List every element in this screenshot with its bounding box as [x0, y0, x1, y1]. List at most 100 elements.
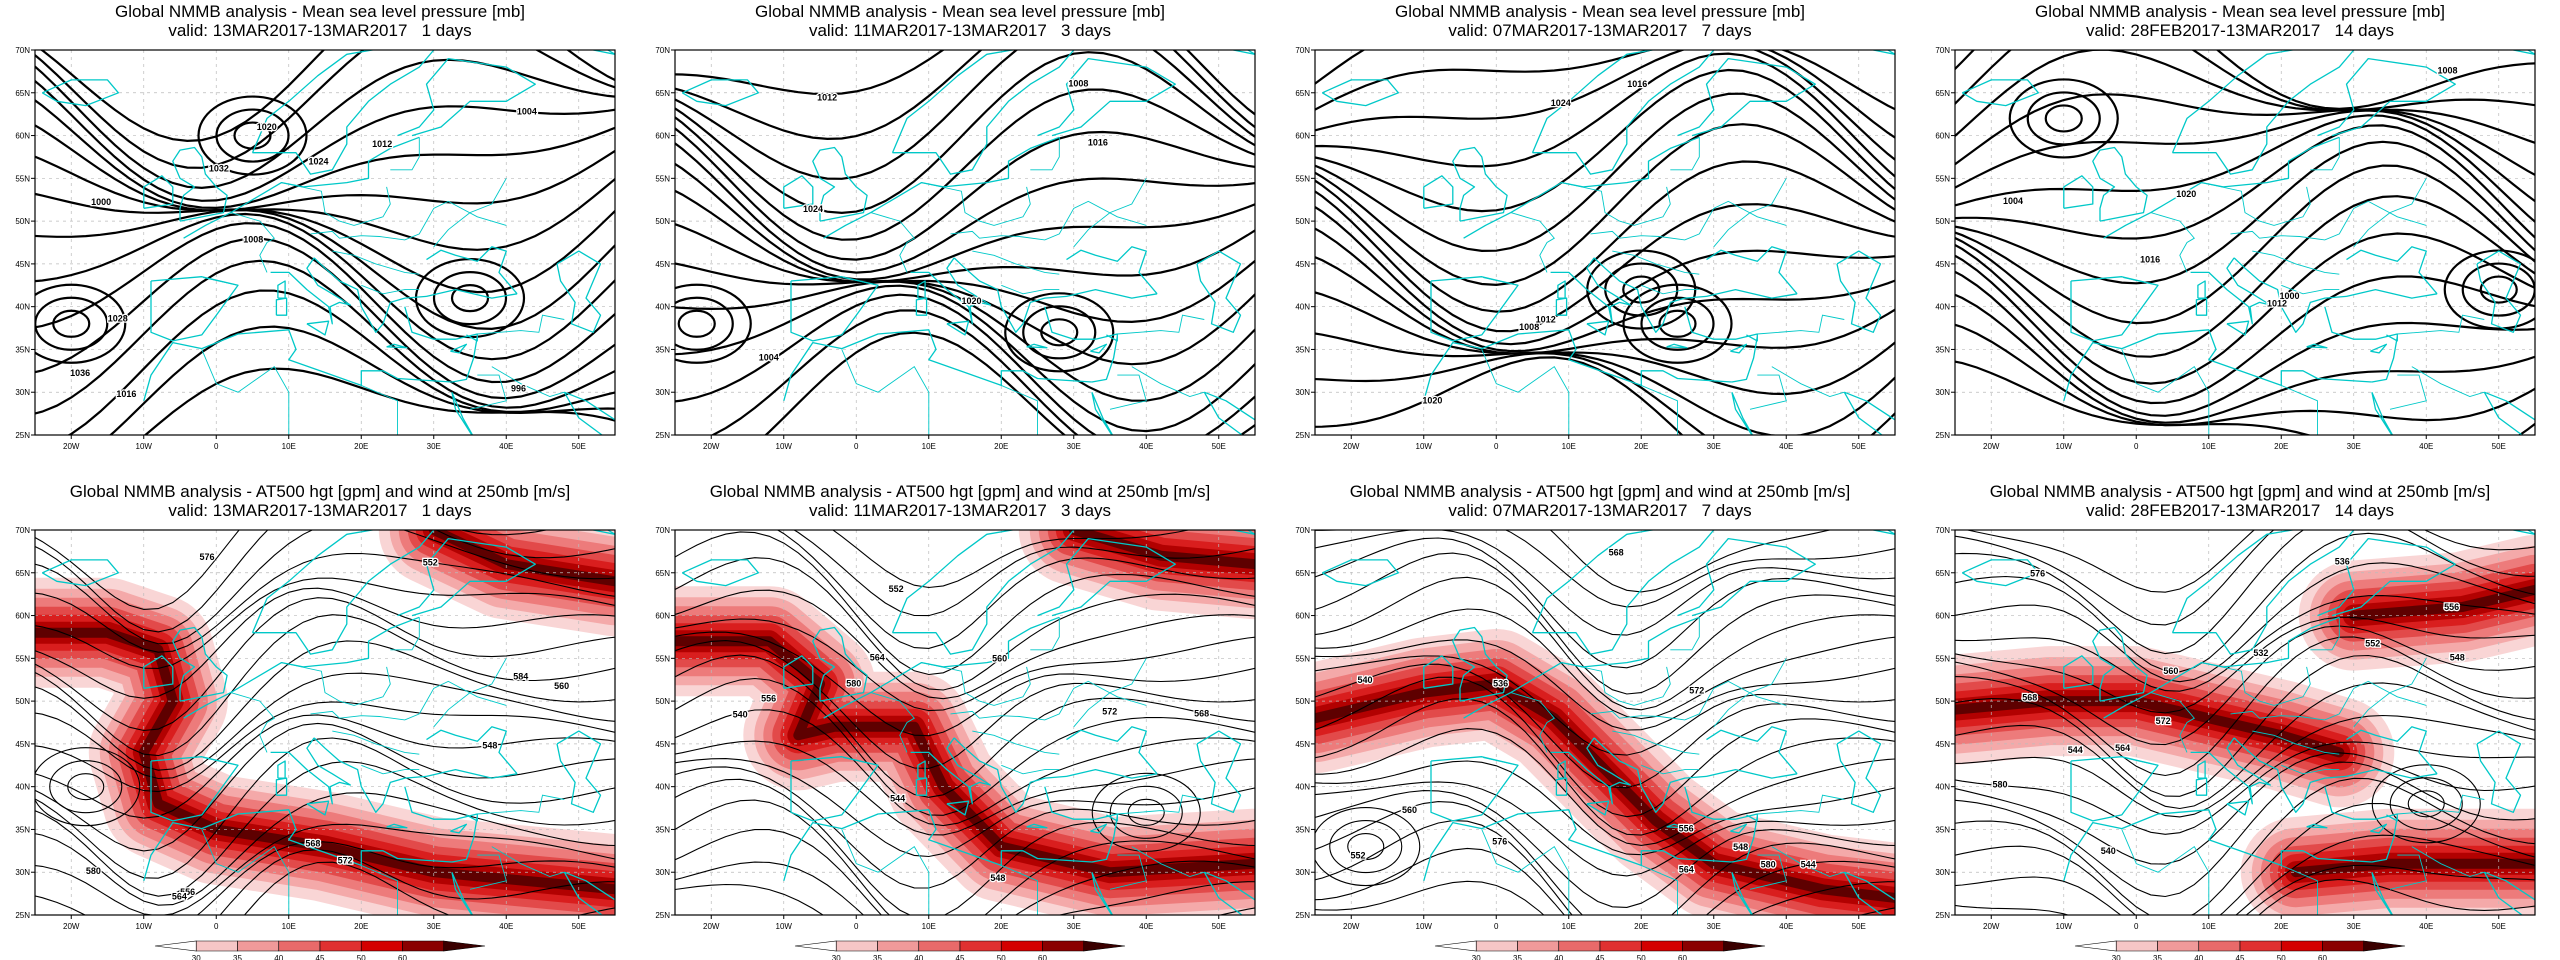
lon-tick-label: 50E	[2492, 922, 2506, 931]
lat-tick-label: 25N	[655, 431, 670, 440]
contour-label: 556	[2444, 602, 2459, 612]
lon-tick-label: 30E	[1707, 922, 1721, 931]
lon-tick-label: 10W	[136, 922, 153, 931]
lat-tick-label: 25N	[1295, 911, 1310, 920]
lat-tick-label: 60N	[1935, 132, 1950, 141]
contour-lines	[1315, 50, 1895, 435]
contour-labels: 996 1000 1004 1008 1012 1016 1020 1024 1028 1032 1…	[69, 105, 538, 400]
contour-labels: 540 544 548 552 556 560 564 568 572 580	[731, 583, 1210, 885]
contour-label: 1000	[91, 197, 111, 207]
map-canvas: 548 552 556 560 564 568 572 576 580 584 70N 65N 60N 5…	[15, 526, 616, 960]
contour-label: 568	[1194, 708, 1209, 718]
lat-tick-label: 60N	[1935, 612, 1950, 621]
colorbar-tick-label: 50	[997, 954, 1006, 960]
lat-tick-label: 35N	[655, 345, 670, 354]
axis-ticks: 70N 65N 60N 55N 50N 45N 40N 35N 30N 25N 20W 10W 0 10E…	[1935, 526, 2506, 931]
map-panel-8: Global NMMB analysis - AT500 hgt [gpm] a…	[1920, 480, 2560, 960]
colorbar-tick-label: 60	[2318, 954, 2327, 960]
lat-tick-label: 50N	[15, 697, 30, 706]
colorbar-tick-label: 60	[1038, 954, 1047, 960]
lat-tick-label: 65N	[1295, 569, 1310, 578]
lon-tick-label: 10W	[1416, 922, 1433, 931]
colorbar-tick-label: 35	[1513, 954, 1522, 960]
lat-tick-label: 65N	[15, 89, 30, 98]
colorbar-tick-label: 35	[873, 954, 882, 960]
lon-tick-label: 0	[854, 442, 859, 451]
lon-tick-label: 10W	[1416, 442, 1433, 451]
colorbar: 30 35 40 45 50 60	[154, 940, 486, 960]
lat-tick-label: 60N	[15, 612, 30, 621]
lon-tick-label: 50E	[1852, 442, 1866, 451]
contour-label: 556	[1679, 823, 1694, 833]
contour-label: 572	[1102, 707, 1117, 717]
colorbar-tick-label: 45	[2236, 954, 2245, 960]
lon-tick-label: 20E	[2274, 442, 2288, 451]
coastlines	[681, 530, 1255, 915]
coastlines	[1961, 50, 2535, 435]
lat-tick-label: 55N	[15, 174, 30, 183]
colorbar-tick-label: 40	[914, 954, 923, 960]
lat-tick-label: 65N	[15, 569, 30, 578]
coastlines	[681, 50, 1255, 435]
colorbar-tick-label: 30	[832, 954, 841, 960]
contour-label: 568	[2022, 692, 2037, 702]
panel-title: Global NMMB analysis - AT500 hgt [gpm] a…	[709, 482, 1211, 501]
lon-tick-label: 10E	[1562, 922, 1576, 931]
contour-label: 1020	[257, 122, 277, 132]
lat-tick-label: 55N	[1935, 654, 1950, 663]
lon-tick-label: 30E	[1067, 442, 1081, 451]
map-panel-2: Global NMMB analysis - Mean sea level pr…	[640, 0, 1280, 480]
lon-tick-label: 0	[1494, 442, 1499, 451]
contour-label: 1024	[803, 204, 823, 214]
lat-tick-label: 35N	[1935, 345, 1950, 354]
lat-tick-label: 30N	[15, 868, 30, 877]
lon-tick-label: 20W	[703, 922, 720, 931]
lat-tick-label: 55N	[1295, 654, 1310, 663]
contour-label: 1032	[209, 164, 229, 174]
contour-label: 1008	[243, 235, 263, 245]
lat-tick-label: 40N	[1935, 303, 1950, 312]
lon-tick-label: 30E	[1067, 922, 1081, 931]
colorbar-tick-label: 60	[398, 954, 407, 960]
graticule	[675, 50, 1255, 435]
lon-tick-label: 20E	[354, 922, 368, 931]
lat-tick-label: 40N	[1295, 303, 1310, 312]
lon-tick-label: 10W	[776, 442, 793, 451]
lat-tick-label: 50N	[15, 217, 30, 226]
contour-label: 1004	[759, 353, 779, 363]
lon-tick-label: 40E	[1139, 922, 1153, 931]
panel-title: Global NMMB analysis - AT500 hgt [gpm] a…	[69, 482, 571, 501]
lon-tick-label: 30E	[1707, 442, 1721, 451]
lon-tick-label: 20E	[2274, 922, 2288, 931]
colorbar-tick-label: 40	[2194, 954, 2203, 960]
lat-tick-label: 60N	[655, 612, 670, 621]
lon-tick-label: 0	[214, 442, 219, 451]
contour-label: 1004	[517, 106, 537, 116]
lat-tick-label: 45N	[15, 260, 30, 269]
contour-label: 1036	[70, 368, 90, 378]
panel-title: Global NMMB analysis - Mean sea level pr…	[2034, 2, 2446, 21]
lat-tick-label: 25N	[655, 911, 670, 920]
lon-tick-label: 0	[214, 922, 219, 931]
contour-label: 1012	[2267, 298, 2287, 308]
axis-ticks: 70N 65N 60N 55N 50N 45N 40N 35N 30N 25N 20W 10W 0 10E…	[15, 526, 586, 931]
contour-label: 548	[482, 740, 497, 750]
contour-label: 548	[1733, 842, 1748, 852]
lon-tick-label: 20E	[994, 922, 1008, 931]
lon-tick-label: 50E	[1212, 442, 1226, 451]
panel-valid-period: valid: 07MAR2017-13MAR2017 7 days	[1448, 21, 1752, 40]
lat-tick-label: 50N	[1935, 697, 1950, 706]
lat-tick-label: 35N	[1295, 345, 1310, 354]
contour-label: 1012	[372, 139, 392, 149]
colorbar-tick-label: 40	[274, 954, 283, 960]
lat-tick-label: 65N	[1295, 89, 1310, 98]
graticule	[675, 530, 1255, 915]
lon-tick-label: 50E	[1852, 922, 1866, 931]
lat-tick-label: 35N	[655, 825, 670, 834]
map-panel-6: Global NMMB analysis - AT500 hgt [gpm] a…	[640, 480, 1280, 960]
contour-label: 572	[338, 856, 353, 866]
map-canvas: 1000 1004 1008 1012 1016 1020 70N 65N 60N 55N 50N 4…	[1935, 46, 2536, 451]
colorbar-tick-label: 30	[2112, 954, 2121, 960]
contour-label: 564	[870, 653, 885, 663]
